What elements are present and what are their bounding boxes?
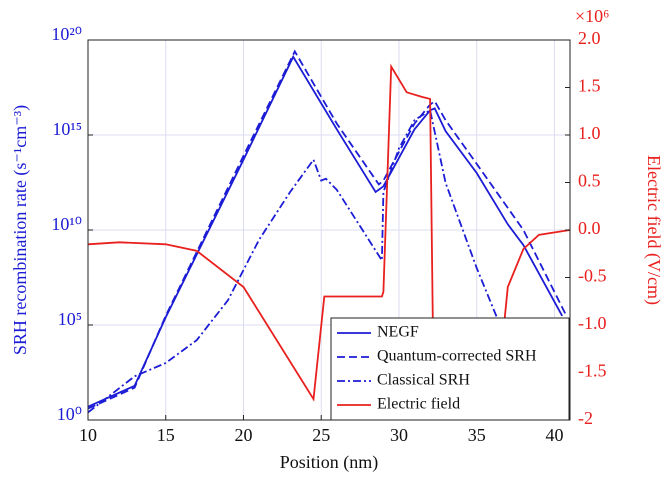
series-line [88,54,563,408]
x-tick-label: 35 [468,425,486,445]
legend-label: NEGF [377,324,419,341]
axes: 10 15 20 25 30 35 40 10⁰ 10⁵ 10¹⁰ 10¹⁵ 10²⁰ -2 -1.5 -1… [51,24,606,445]
y2-tick-label: 1.0 [578,123,601,143]
y2-tick-label: -2 [578,408,593,428]
y2-tick-label: 0.5 [578,171,601,191]
y-tick-label: 10⁵ [58,309,82,329]
x-tick-label: 25 [312,425,330,445]
legend: NEGF Quantum-corrected SRH Classical SRH El… [330,317,570,421]
y-tick-label: 10⁰ [57,404,82,424]
lines [88,49,570,414]
y2-tick-label: 1.5 [578,76,601,96]
legend-label: Quantum-corrected SRH [377,348,537,365]
series-line [88,49,567,410]
legend-box [330,317,570,421]
x-tick-label: 10 [79,425,97,445]
y2-tick-label: -1.5 [578,361,607,381]
x-tick-label: 15 [157,425,175,445]
series-line [88,63,570,412]
x-tick-label: 20 [234,425,252,445]
y2-tick-label: -0.5 [578,266,607,286]
x-tick-label: 40 [545,425,563,445]
series-line [88,108,509,414]
y-tick-label: 10¹⁵ [52,119,82,139]
legend-label: Classical SRH [377,372,470,389]
y2-tick-label: -1.0 [578,313,607,333]
y-tick-label: 10²⁰ [51,24,82,44]
legend-label: Electric field [377,396,460,413]
y-tick-label: 10¹⁰ [51,214,82,234]
x-axis-label: Position (nm) [280,452,379,473]
y2-multiplier: ×10⁶ [575,6,609,26]
y2-axis-label: Electric field (V/cm) [643,155,664,305]
y2-tick-label: 2.0 [578,28,601,48]
y2-tick-label: 0.0 [578,218,601,238]
y-axis-label: SRH recombination rate (s⁻¹cm⁻³) [10,105,31,355]
x-tick-label: 30 [390,425,408,445]
